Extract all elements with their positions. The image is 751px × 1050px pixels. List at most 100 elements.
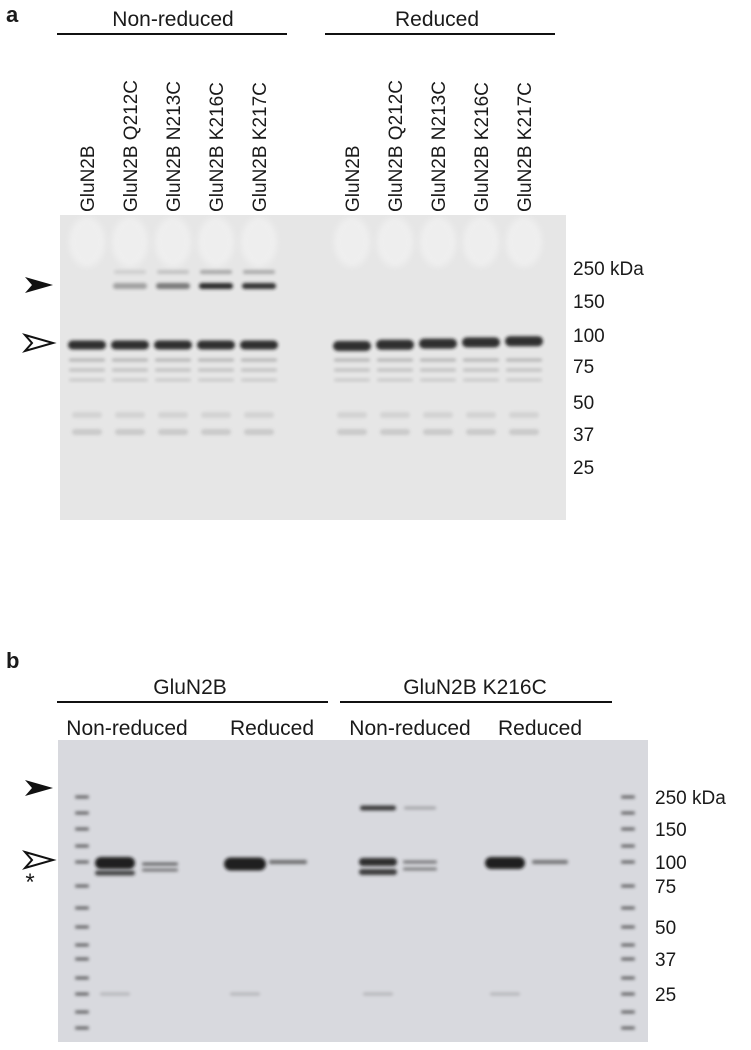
- lane-label: GluN2B: [78, 145, 99, 212]
- gel-b: [58, 740, 648, 1042]
- band: [72, 412, 102, 418]
- band: [333, 341, 371, 351]
- band: [197, 340, 235, 350]
- lane-label: GluN2B K217C: [250, 82, 271, 212]
- band: [142, 862, 178, 866]
- band: [621, 976, 635, 980]
- band: [506, 217, 542, 267]
- gel-a-bands: [68, 217, 543, 435]
- band: [75, 1026, 89, 1030]
- band: [404, 806, 436, 810]
- asterisk: *: [25, 869, 34, 896]
- band: [244, 429, 274, 435]
- band: [532, 860, 568, 864]
- lane-label: GluN2B: [343, 145, 364, 212]
- band: [463, 217, 499, 267]
- group-label: Reduced: [395, 8, 479, 31]
- band: [242, 283, 276, 289]
- mw-label: 250 kDa: [655, 788, 726, 809]
- band: [420, 217, 456, 267]
- band: [115, 429, 145, 435]
- band: [100, 992, 130, 996]
- band: [621, 957, 635, 961]
- band: [114, 270, 146, 274]
- band: [334, 217, 370, 267]
- band: [462, 337, 500, 348]
- band: [403, 867, 437, 871]
- band: [269, 860, 307, 864]
- band: [509, 412, 539, 418]
- band: [423, 412, 453, 418]
- band: [423, 429, 453, 435]
- group-label: GluN2B K216C: [403, 676, 547, 699]
- band: [363, 992, 393, 996]
- band: [376, 339, 414, 350]
- band: [112, 358, 148, 362]
- mw-labels-a: 250 kDa 150 100 75 50 37 25: [573, 259, 644, 479]
- band: [463, 358, 499, 362]
- band: [621, 884, 635, 888]
- band: [69, 217, 105, 267]
- band: [241, 217, 277, 267]
- band: [621, 844, 635, 848]
- band: [506, 358, 542, 362]
- band: [241, 378, 277, 382]
- band: [224, 857, 266, 871]
- lane-label: GluN2B K216C: [207, 82, 228, 212]
- band: [621, 925, 635, 929]
- band: [75, 795, 89, 799]
- band: [75, 976, 89, 980]
- band: [241, 368, 277, 372]
- band: [360, 805, 396, 811]
- arrowhead-open: [22, 333, 57, 353]
- band: [198, 358, 234, 362]
- band: [463, 368, 499, 372]
- band: [72, 429, 102, 435]
- lane-label: GluN2B K217C: [515, 82, 536, 212]
- band: [505, 336, 543, 347]
- band: [198, 217, 234, 267]
- band: [337, 412, 367, 418]
- band: [621, 860, 635, 864]
- band: [198, 368, 234, 372]
- arrowhead-filled: [25, 780, 53, 796]
- condition-label: Reduced: [498, 717, 582, 740]
- band: [157, 270, 189, 274]
- band: [154, 340, 192, 350]
- band: [621, 1026, 635, 1030]
- band: [420, 358, 456, 362]
- band: [75, 925, 89, 929]
- band: [75, 860, 89, 864]
- band: [112, 368, 148, 372]
- band: [490, 992, 520, 996]
- band: [155, 378, 191, 382]
- band: [115, 412, 145, 418]
- band: [158, 429, 188, 435]
- band: [334, 378, 370, 382]
- band: [403, 860, 437, 864]
- band: [75, 884, 89, 888]
- band: [621, 1010, 635, 1014]
- band: [75, 957, 89, 961]
- band: [419, 338, 457, 349]
- mw-label: 250 kDa: [573, 259, 644, 280]
- band: [111, 340, 149, 350]
- band: [621, 906, 635, 910]
- band: [359, 869, 397, 875]
- band: [75, 827, 89, 831]
- band: [69, 358, 105, 362]
- mw-labels-b: 250 kDa 150 100 75 50 37 25: [655, 788, 726, 1006]
- mw-label: 37: [573, 425, 594, 446]
- band: [112, 378, 148, 382]
- band: [377, 378, 413, 382]
- band: [75, 992, 89, 996]
- band: [463, 378, 499, 382]
- mw-label: 50: [573, 393, 594, 414]
- group-label: Non-reduced: [112, 8, 233, 31]
- band: [243, 270, 275, 274]
- band: [621, 992, 635, 996]
- band: [241, 358, 277, 362]
- arrowhead-open: [22, 850, 57, 870]
